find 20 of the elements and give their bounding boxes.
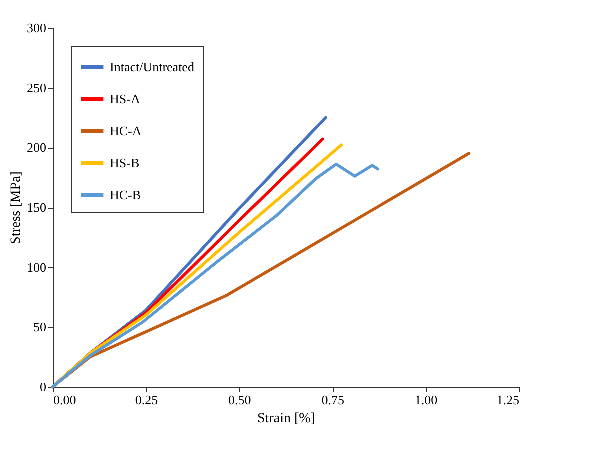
- y-tick-label: 150: [27, 200, 46, 215]
- y-tick-label: 100: [27, 260, 46, 275]
- x-tick-label: 0.25: [135, 392, 158, 408]
- legend-label: HS-A: [110, 92, 141, 106]
- y-tick-label: 200: [27, 140, 46, 156]
- legend-label: HC-B: [110, 188, 142, 202]
- x-axis-title: Strain [%]: [258, 412, 316, 426]
- legend-label: HS-B: [110, 156, 140, 170]
- y-tick-label: 0: [40, 380, 46, 394]
- y-axis-title: Stress [MPa]: [9, 172, 24, 244]
- x-tick-label: 1.25: [496, 392, 520, 408]
- x-tick-label: 1.00: [414, 392, 438, 408]
- legend-label: Intact/Untreated: [110, 60, 195, 74]
- y-tick-label: 300: [27, 20, 46, 36]
- legend-label: HC-A: [110, 124, 142, 138]
- y-tick-label: 50: [34, 320, 46, 335]
- x-tick-label: 0.50: [228, 392, 252, 408]
- y-tick-label: 250: [27, 80, 46, 96]
- x-tick-label: 0.00: [54, 392, 76, 408]
- x-tick-label: 0.75: [322, 392, 344, 408]
